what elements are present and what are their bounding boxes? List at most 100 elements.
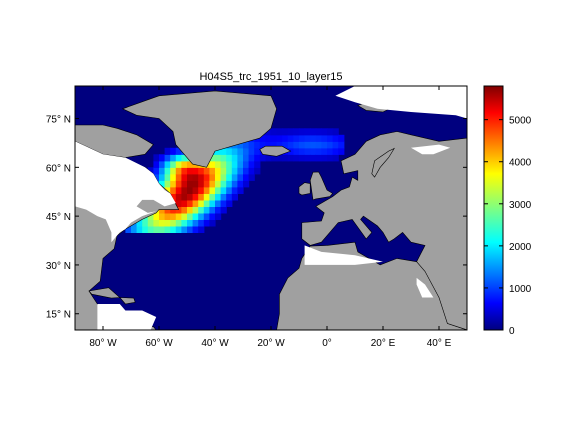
- field-cell: [226, 193, 233, 201]
- field-cell: [293, 141, 300, 149]
- colorbar-ticks: 0 1000 2000 3000 4000 5000: [484, 116, 532, 337]
- field-cell: [315, 128, 322, 136]
- field-cell: [192, 219, 199, 227]
- field-cell: [181, 199, 188, 207]
- field-cell: [231, 180, 238, 188]
- y-tick-label: 30° N: [46, 261, 71, 272]
- field-cell: [299, 134, 306, 142]
- field-cell: [243, 173, 250, 181]
- land-hispaniola: [119, 297, 136, 305]
- field-cell: [237, 186, 244, 194]
- field-cell: [304, 134, 311, 142]
- field-cell: [181, 193, 188, 201]
- field-cell: [187, 193, 194, 201]
- field-cell: [192, 225, 199, 233]
- field-cell: [226, 186, 233, 194]
- field-cell: [175, 199, 182, 207]
- field-cell: [159, 219, 166, 227]
- field-cell: [271, 141, 278, 149]
- field-cell: [159, 160, 166, 168]
- field-cell: [332, 147, 339, 155]
- field-cell: [153, 225, 160, 233]
- field-cell: [209, 180, 216, 188]
- field-cell: [243, 180, 250, 188]
- x-tick-label: 0°: [322, 338, 332, 349]
- field-cell: [147, 212, 154, 220]
- field-cell: [332, 141, 339, 149]
- field-cell: [181, 206, 188, 214]
- field-cell: [226, 167, 233, 175]
- field-cell: [147, 219, 154, 227]
- field-cell: [192, 180, 199, 188]
- field-cell: [164, 154, 171, 162]
- land-britain: [309, 171, 334, 201]
- field-cell: [215, 180, 222, 188]
- y-tick-label: 75° N: [46, 115, 71, 126]
- field-cell: [175, 167, 182, 175]
- field-cell: [147, 225, 154, 233]
- field-cell: [220, 160, 227, 168]
- field-cell: [181, 186, 188, 194]
- field-cell: [276, 128, 283, 136]
- field-cell: [231, 147, 238, 155]
- field-cell: [220, 147, 227, 155]
- field-cell: [237, 154, 244, 162]
- field-cell: [220, 180, 227, 188]
- land-masses: [75, 86, 467, 330]
- field-cell: [187, 225, 194, 233]
- field-cell: [159, 173, 166, 181]
- field-cell: [299, 154, 306, 162]
- x-tick-label: 20° W: [257, 338, 285, 349]
- field-cell: [203, 206, 210, 214]
- field-cell: [209, 167, 216, 175]
- colorbar: 0 1000 2000 3000 4000 5000: [483, 85, 532, 337]
- field-cell: [187, 212, 194, 220]
- colorbar-tick-label: 2000: [509, 242, 532, 253]
- field-cell: [310, 128, 317, 136]
- field-cell: [192, 199, 199, 207]
- field-cell: [215, 167, 222, 175]
- land-caribbean-cuba: [88, 287, 121, 299]
- field-cell: [321, 128, 328, 136]
- field-cell: [321, 147, 328, 155]
- field-cell: [310, 154, 317, 162]
- field-cell: [170, 206, 177, 214]
- field-cell: [203, 186, 210, 194]
- field-cell: [209, 173, 216, 181]
- field-cell: [226, 173, 233, 181]
- field-cell: [254, 147, 261, 155]
- field-cell: [226, 147, 233, 155]
- field-cell: [209, 206, 216, 214]
- field-cell: [164, 212, 171, 220]
- colorbar-tick-label: 1000: [509, 284, 532, 295]
- field-cell: [153, 160, 160, 168]
- x-tick-label: 60° W: [145, 338, 173, 349]
- field-cell: [220, 173, 227, 181]
- field-cell: [170, 173, 177, 181]
- y-tick-label: 15° N: [46, 310, 71, 321]
- field-cell: [276, 134, 283, 142]
- field-cell: [175, 186, 182, 194]
- x-tick-label: 40° E: [427, 338, 452, 349]
- field-cell: [164, 186, 171, 194]
- field-cell: [175, 206, 182, 214]
- field-cell: [198, 186, 205, 194]
- field-cell: [153, 173, 160, 181]
- field-cell: [203, 167, 210, 175]
- field-cell: [175, 147, 182, 155]
- field-cell: [243, 154, 250, 162]
- field-cell: [287, 134, 294, 142]
- field-cell: [187, 167, 194, 175]
- field-cell: [304, 141, 311, 149]
- field-cell: [338, 134, 345, 142]
- land-iceland: [259, 145, 292, 157]
- field-cell: [175, 219, 182, 227]
- field-cell: [192, 212, 199, 220]
- field-cell: [198, 206, 205, 214]
- field-cell: [265, 128, 272, 136]
- field-cell: [259, 141, 266, 149]
- field-cell: [215, 173, 222, 181]
- field-cell: [164, 219, 171, 227]
- nodata-region: [75, 141, 176, 243]
- field-cell: [226, 199, 233, 207]
